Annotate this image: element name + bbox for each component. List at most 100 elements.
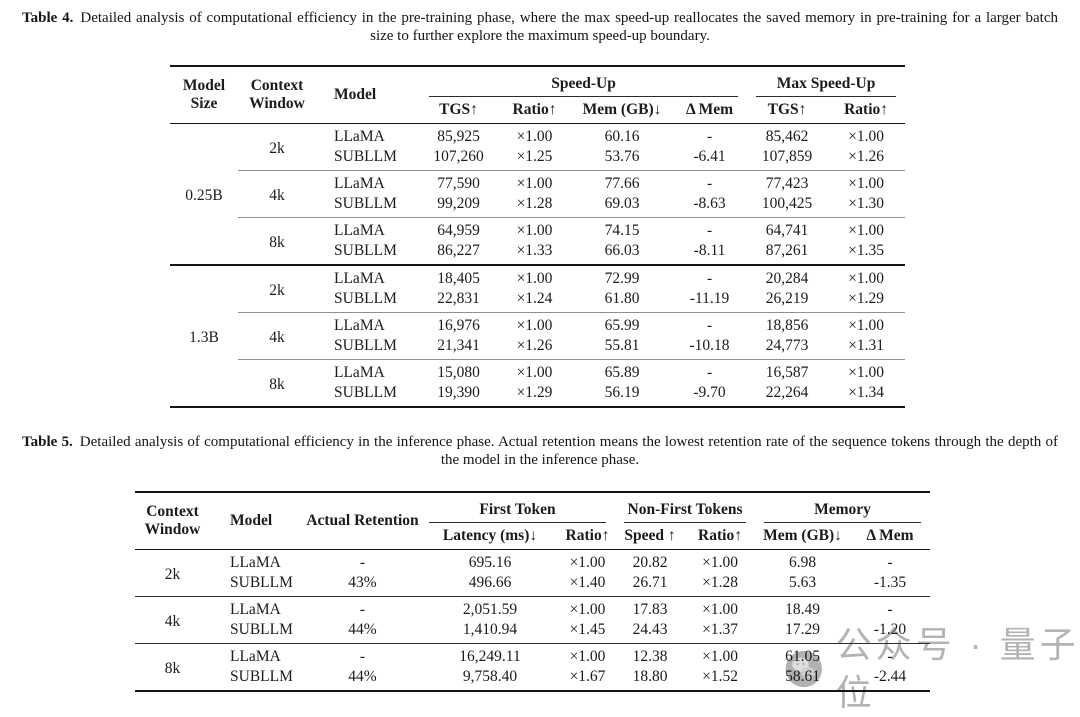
table-cell: ×1.00	[848, 270, 884, 287]
table-cell: -1.20	[850, 620, 931, 644]
table-cell: 65.89	[604, 364, 640, 381]
actual-retention-cell: -	[359, 554, 366, 571]
table-cell: ×1.28	[685, 573, 756, 597]
model-name-cell: LLaMA	[230, 601, 281, 618]
model-name-cell: SUBLLM	[316, 336, 420, 360]
table-cell: ×1.67	[569, 668, 606, 685]
table-cell: 16,587	[765, 364, 809, 381]
table-cell: 695.16	[468, 554, 512, 571]
table-cell: 64,741	[765, 222, 809, 239]
table-cell: ×1.00	[569, 601, 606, 618]
model-name-cell: SUBLLM	[316, 241, 420, 266]
table-5-body: 2k LLaMA - 695.16 ×1.00 20.82 ×1.00 6.98 - SUBLLM…	[135, 549, 931, 692]
table-row: SUBLLM 86,227 ×1.33 66.03 -8.11 87,261 ×1.35	[170, 241, 906, 266]
col-group-first-token: First Token	[420, 492, 615, 523]
table-cell: 19,390	[437, 384, 480, 401]
table-cell: 1,410.94	[420, 620, 560, 644]
col-header-latency: Latency (ms)↓	[420, 523, 560, 550]
table-cell: -	[887, 601, 893, 618]
table-cell: -9.70	[693, 384, 726, 401]
context-window-cell: 8k	[238, 217, 316, 266]
col-group-max-speed-up: Max Speed-Up	[747, 66, 905, 97]
table-cell: -8.63	[672, 194, 748, 218]
table-cell: ×1.00	[848, 364, 884, 381]
table-cell: 18,405	[437, 270, 480, 287]
table-cell: 9,758.40	[462, 668, 518, 685]
table-cell: -11.19	[672, 289, 748, 313]
table-cell: ×1.40	[560, 573, 616, 597]
table-cell: -	[706, 128, 713, 145]
table-cell: ×1.35	[827, 241, 906, 266]
table5-caption-label: Table 5.	[22, 434, 73, 450]
col-header-tgs: TGS↑	[420, 97, 497, 124]
table-4-pretraining-efficiency: Model Size Context Window Model Speed-Up…	[170, 65, 906, 408]
table-cell: 17.29	[755, 620, 851, 644]
table-cell: 77,590	[437, 175, 480, 192]
context-window-cell: 4k	[238, 170, 316, 218]
table-cell: ×1.00	[516, 175, 553, 192]
table-cell: 20,284	[765, 270, 809, 287]
table-cell: 22,831	[420, 289, 497, 313]
first-token-label: First Token	[429, 500, 607, 523]
qbitai-logo-icon	[785, 650, 822, 688]
col-header-mem: Mem (GB)↓	[572, 97, 672, 124]
table-row: SUBLLM 43% 496.66 ×1.40 26.71 ×1.28 5.63 -1.35	[135, 573, 931, 597]
col-header-context-window: Context Window	[238, 66, 316, 124]
table-row: SUBLLM 99,209 ×1.28 69.03 -8.63 100,425 ×1.30	[170, 194, 906, 218]
table-cell: ×1.00	[848, 222, 884, 239]
table-cell: -	[706, 175, 713, 192]
speed-up-label: Speed-Up	[429, 74, 739, 97]
table-cell: 26,219	[747, 289, 828, 313]
table-cell: -	[887, 554, 893, 571]
table-row: 1.3B 2k LLaMA 18,405 ×1.00 72.99 - 20,284 ×1.00	[170, 265, 905, 346]
table-cell: -8.11	[672, 241, 748, 266]
table-cell: -	[706, 317, 713, 334]
table-cell: -10.18	[672, 336, 748, 360]
table-cell: 86,227	[420, 241, 497, 266]
table-cell: -	[706, 270, 713, 287]
table-cell: ×1.00	[516, 222, 553, 239]
table-cell: ×1.31	[827, 336, 906, 360]
col-header-model: Model	[210, 492, 305, 550]
context-window-cell: 8k	[164, 659, 181, 677]
model-name-cell: LLaMA	[334, 270, 385, 287]
table-cell: 15,080	[437, 364, 480, 381]
table-5-inference-efficiency: Context Window Model Actual Retention Fi…	[135, 491, 931, 692]
table-cell: ×1.24	[497, 289, 572, 313]
table-cell: 66.03	[572, 241, 672, 266]
actual-retention-cell: 44%	[305, 620, 420, 644]
table-cell: 24,773	[747, 336, 828, 360]
table-cell: 61.80	[572, 289, 672, 313]
table-cell: 69.03	[572, 194, 672, 218]
model-name-cell: LLaMA	[334, 128, 385, 145]
table5-caption: Table 5. Detailed analysis of computation…	[22, 434, 1058, 469]
table-cell: ×1.00	[516, 364, 553, 381]
table-cell: ×1.26	[827, 147, 906, 171]
actual-retention-cell: -	[359, 648, 366, 665]
col-header-delta-mem: Δ Mem	[672, 97, 748, 124]
col-header-speed: Speed ↑	[615, 523, 686, 550]
model-name-cell: LLaMA	[334, 222, 385, 239]
table-cell: ×1.00	[848, 128, 884, 145]
table-cell: ×1.00	[516, 270, 553, 287]
table-row: SUBLLM 44% 1,410.94 ×1.45 24.43 ×1.37 17.29 -1.…	[135, 620, 931, 644]
table-cell: ×1.26	[497, 336, 572, 360]
non-first-tokens-label: Non-First Tokens	[624, 500, 747, 523]
table-cell: ×1.33	[497, 241, 572, 266]
table-cell: -6.41	[672, 147, 748, 171]
table-cell: ×1.29	[827, 289, 906, 313]
col-header-context-window: Context Window	[135, 492, 210, 550]
col-group-non-first-tokens: Non-First Tokens	[615, 492, 755, 523]
context-window-cell: 2k	[238, 265, 316, 313]
table-cell: ×1.00	[569, 554, 606, 571]
paper-page: Table 4. Detailed analysis of computation…	[22, 10, 1058, 692]
table-cell: 2,051.59	[462, 601, 518, 618]
table-cell: 496.66	[420, 573, 560, 597]
table-row: SUBLLM 21,341 ×1.26 55.81 -10.18 24,773 ×1.31	[170, 336, 906, 360]
table-cell: ×1.45	[560, 620, 616, 644]
table-row: SUBLLM 44% 9,758.40 ×1.67 18.80 ×1.52 58.61 -2.…	[135, 667, 930, 691]
col-header-actual-retention: Actual Retention	[305, 492, 420, 550]
table-cell: -	[887, 648, 893, 665]
table-cell: -	[706, 364, 713, 381]
table-cell: ×1.00	[848, 317, 884, 334]
